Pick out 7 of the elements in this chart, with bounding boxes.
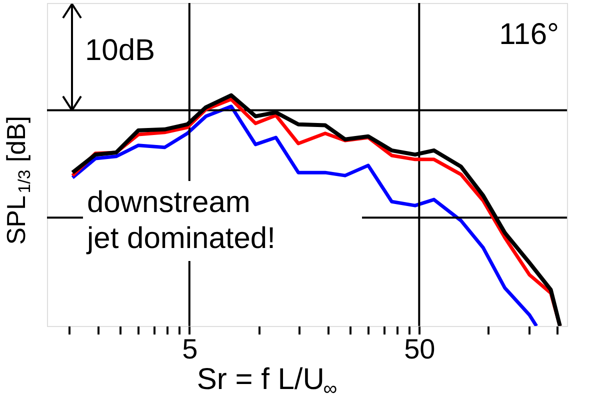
x-tick-label: 50	[404, 334, 436, 364]
x-tick-label: 5	[182, 334, 198, 364]
text: 10dB	[85, 34, 156, 67]
y-axis-title: SPL1/3 [dB]	[1, 116, 34, 245]
annotation: downstream jet dominated!	[86, 186, 276, 255]
text: 116°	[499, 18, 559, 51]
x-axis-title: Sr = f L/U∞	[196, 363, 338, 400]
